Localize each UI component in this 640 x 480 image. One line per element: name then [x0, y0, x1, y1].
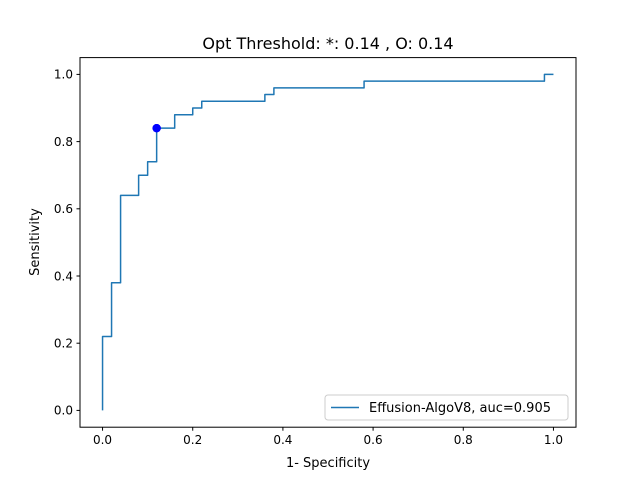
- y-tick-label: 0.6: [54, 202, 73, 216]
- legend-box: [324, 394, 569, 421]
- legend: Effusion-AlgoV8, auc=0.905: [324, 394, 569, 421]
- y-axis-ticks: 0.0 0.2 0.4 0.6 0.8 1.0: [54, 68, 80, 418]
- roc-curve-line: [101, 73, 554, 411]
- y-axis-label: Sensitivity: [28, 208, 43, 276]
- x-tick-label: 0.2: [183, 433, 202, 447]
- y-tick-label: 0.0: [54, 404, 73, 418]
- y-tick-label: 1.0: [54, 68, 73, 82]
- x-tick-label: 1.0: [544, 433, 563, 447]
- legend-entry-label: Effusion-AlgoV8, auc=0.905: [369, 401, 551, 416]
- x-axis-label: 1- Specificity: [286, 456, 370, 471]
- x-axis-ticks: 0.0 0.2 0.4 0.6 0.8 1.0: [93, 427, 563, 447]
- y-tick-label: 0.8: [54, 135, 73, 149]
- plot-area: [79, 57, 577, 428]
- x-tick-label: 0.6: [364, 433, 383, 447]
- chart-title: Opt Threshold: *: 0.14 , O: 0.14: [202, 34, 453, 53]
- y-tick-label: 0.2: [54, 337, 73, 351]
- threshold-marker: [152, 123, 161, 133]
- x-tick-label: 0.8: [454, 433, 473, 447]
- x-tick-label: 0.0: [93, 433, 112, 447]
- y-tick-label: 0.4: [54, 269, 73, 283]
- optimal-threshold-markers: [152, 123, 161, 133]
- x-tick-label: 0.4: [273, 433, 292, 447]
